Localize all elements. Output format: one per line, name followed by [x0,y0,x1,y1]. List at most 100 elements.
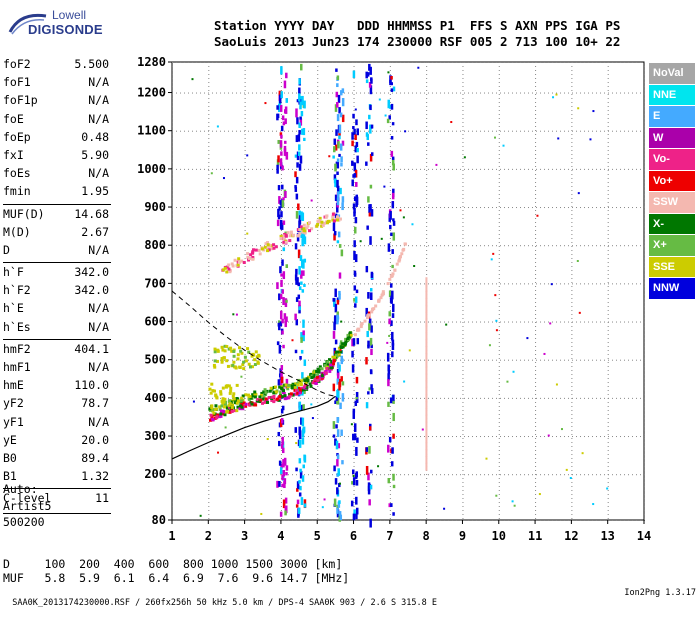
grid-dot [426,134,428,135]
grid-dot [620,207,621,209]
grid-dot [392,92,393,94]
grid-dot [317,150,319,151]
grid-dot [492,359,493,361]
grid-dot [244,78,246,79]
echo-mark [354,226,357,234]
echo-mark [352,513,356,521]
grid-dot [360,62,361,63]
grid-dot [172,82,173,83]
grid-dot [462,230,464,231]
echo-mark [425,359,428,368]
grid-dot [317,118,319,119]
grid-dot [280,350,282,351]
grid-dot [180,474,181,476]
echo-mark [279,140,283,148]
grid-dot [532,168,533,170]
echo-mark [334,288,337,298]
echo-mark [299,485,302,491]
echo-mark [336,83,339,88]
grid-dot [580,62,581,63]
grid-dot [244,218,246,219]
grid-dot [472,397,473,399]
grid-dot [172,494,173,495]
grid-dot [204,283,205,285]
grid-dot [498,146,500,147]
grid-dot [535,386,537,387]
grid-dot [496,283,497,285]
grid-dot [535,334,537,335]
grid-dot [317,142,319,143]
echo-mark [353,240,356,248]
noise-echo [403,380,406,383]
grid-dot [468,283,469,285]
grid-dot [535,326,537,327]
grid-dot [588,92,589,94]
echo-mark [390,76,393,80]
sse-echo [220,358,224,362]
grid-dot [462,234,464,235]
echo-mark [352,70,356,78]
grid-dot [548,62,549,63]
ssw-echo [302,227,306,231]
grid-dot [388,474,389,476]
grid-dot [462,106,464,107]
echo-mark [278,440,281,447]
noise-echo [192,400,195,403]
grid-dot [317,218,319,219]
ssw-echo [377,299,381,303]
grid-dot [498,338,500,339]
echo-mark [336,507,339,514]
param-value: 404.1 [74,341,109,356]
ssw-echo [251,251,255,255]
grid-dot [508,321,509,323]
grid-dot [644,386,645,387]
x-trace-echo [346,336,350,340]
grid-dot [535,342,537,343]
grid-dot [356,520,357,521]
echo-mark [369,66,372,75]
grid-dot [317,494,319,495]
grid-dot [607,478,609,479]
grid-dot [244,82,246,83]
grid-dot [584,474,585,476]
grid-dot [196,520,197,521]
noise-echo [435,163,438,166]
grid-dot [244,374,246,375]
grid-dot [404,92,405,94]
grid-dot [389,242,391,243]
grid-dot [280,510,282,511]
grid-dot [644,207,645,209]
grid-dot [488,436,489,438]
grid-dot [580,92,581,94]
ssw-echo [324,215,328,219]
grid-dot [571,502,573,503]
echo-mark [339,143,343,151]
sse-echo [242,367,246,371]
grid-dot [280,168,281,170]
grid-dot [564,130,565,132]
echo-mark [337,231,341,238]
grid-dot [426,482,428,483]
grid-dot [317,426,319,427]
grid-dot [360,283,361,285]
echo-mark [340,90,343,96]
grid-dot [468,397,469,399]
grid-dot [208,330,210,331]
echo-mark [298,439,302,448]
echo-mark [353,211,356,217]
echo-mark [391,201,395,209]
grid-dot [384,62,385,63]
grid-dot [568,130,569,132]
grid-dot [236,474,237,476]
grid-dot [400,130,401,132]
grid-dot [172,302,173,303]
grid-dot [535,442,537,443]
param-name: D [3,242,10,257]
grid-dot [416,436,417,438]
sse-echo [221,348,225,352]
grid-dot [353,238,355,239]
grid-dot [560,397,561,399]
grid-dot [608,436,609,438]
grid-dot [184,474,185,476]
o-trace-echo [331,363,335,367]
